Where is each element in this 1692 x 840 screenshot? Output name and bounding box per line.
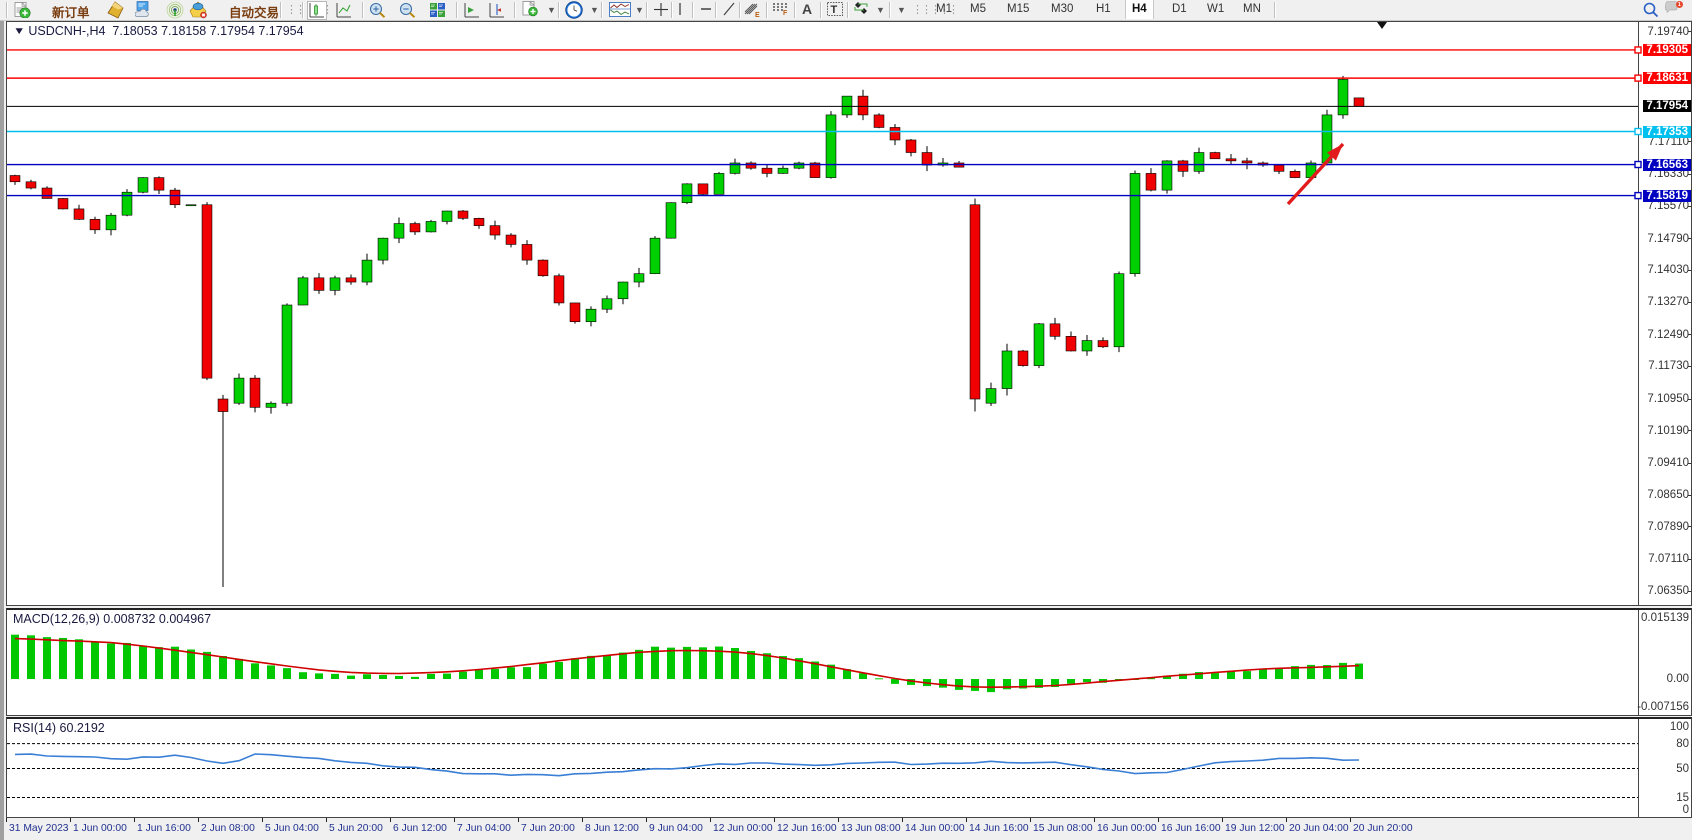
svg-text:F: F [783, 10, 788, 15]
svg-text:1: 1 [1678, 2, 1681, 8]
svg-text:T: T [831, 4, 838, 16]
svg-text:E: E [755, 12, 760, 18]
